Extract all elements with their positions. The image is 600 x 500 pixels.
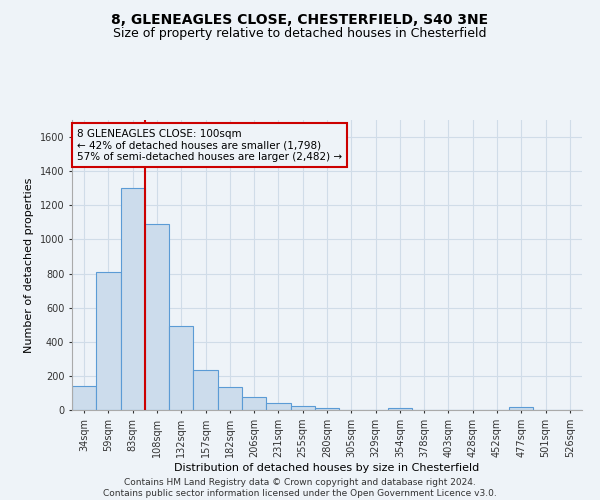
Bar — [96, 272, 121, 410]
Bar — [266, 403, 290, 410]
Text: 8, GLENEAGLES CLOSE, CHESTERFIELD, S40 3NE: 8, GLENEAGLES CLOSE, CHESTERFIELD, S40 3… — [112, 12, 488, 26]
Bar — [169, 326, 193, 410]
Text: Contains HM Land Registry data © Crown copyright and database right 2024.
Contai: Contains HM Land Registry data © Crown c… — [103, 478, 497, 498]
Bar — [388, 408, 412, 410]
Text: Size of property relative to detached houses in Chesterfield: Size of property relative to detached ho… — [113, 28, 487, 40]
Bar — [218, 387, 242, 410]
Bar — [242, 397, 266, 410]
Bar — [145, 224, 169, 410]
Bar — [193, 370, 218, 410]
Bar — [121, 188, 145, 410]
Text: 8 GLENEAGLES CLOSE: 100sqm
← 42% of detached houses are smaller (1,798)
57% of s: 8 GLENEAGLES CLOSE: 100sqm ← 42% of deta… — [77, 128, 342, 162]
Bar — [290, 406, 315, 410]
Bar — [315, 408, 339, 410]
Bar — [509, 408, 533, 410]
Y-axis label: Number of detached properties: Number of detached properties — [24, 178, 34, 352]
Bar — [72, 386, 96, 410]
X-axis label: Distribution of detached houses by size in Chesterfield: Distribution of detached houses by size … — [175, 462, 479, 472]
